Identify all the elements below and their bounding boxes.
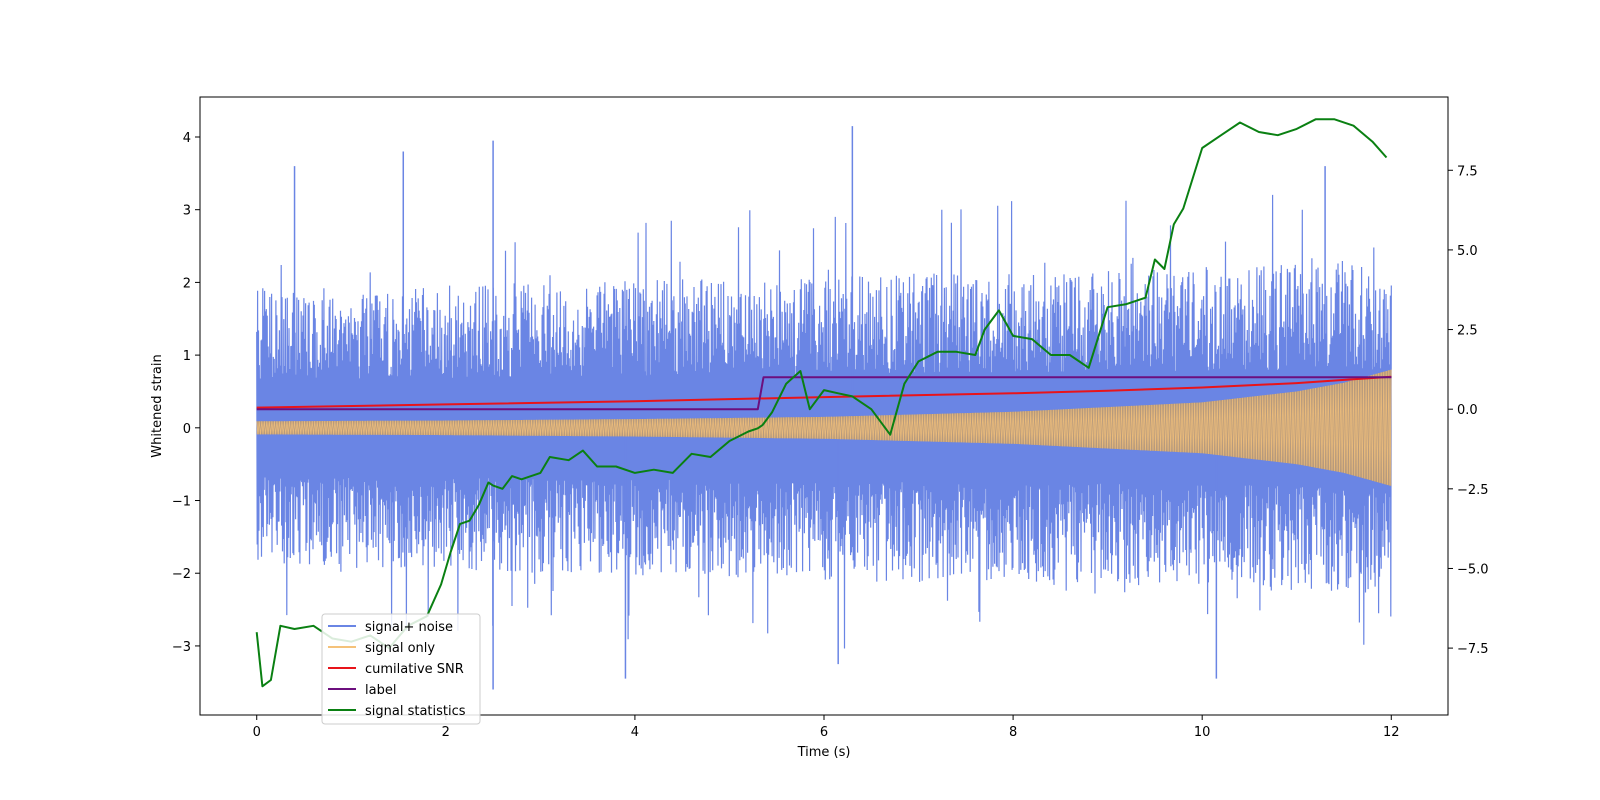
legend-label-signal-statistics: signal statistics	[365, 704, 466, 719]
y-axis-left-ticks: −3 −2 −1 0 1 2 3 4	[172, 131, 200, 655]
y-right-tick-label: −5.0	[1457, 562, 1489, 577]
signal-only-line	[256, 369, 1392, 486]
series-line-signal-statistics	[255, 118, 1388, 688]
legend-label-label: label	[365, 683, 396, 698]
x-tick-label: 10	[1194, 725, 1211, 740]
series-lines	[255, 118, 1392, 688]
x-axis-ticks: 0 2 4 6 8 10 12	[253, 715, 1400, 740]
series-signal-only	[256, 369, 1392, 486]
x-tick-label: 4	[631, 725, 639, 740]
y-right-tick-label: −2.5	[1457, 483, 1489, 498]
y-right-tick-label: 0.0	[1457, 403, 1478, 418]
y-right-tick-label: 5.0	[1457, 244, 1478, 259]
legend-label-signal-only: signal only	[365, 641, 435, 656]
x-tick-label: 12	[1383, 725, 1400, 740]
y-left-tick-label: 2	[183, 276, 191, 291]
y-left-tick-label: 1	[183, 349, 191, 364]
x-axis-label: Time (s)	[797, 745, 851, 760]
y-right-tick-label: 2.5	[1457, 324, 1478, 339]
y-right-tick-label: 7.5	[1457, 164, 1478, 179]
y-left-tick-label: 0	[183, 422, 191, 437]
legend-label-signal-noise: signal+ noise	[365, 620, 453, 635]
y-left-tick-label: −1	[172, 495, 191, 510]
y-left-tick-label: 4	[183, 131, 191, 146]
y-axis-right-ticks: −7.5 −5.0 −2.5 0.0 2.5 5.0 7.5	[1448, 164, 1489, 657]
y-axis-left-label: Whitened strain	[150, 354, 165, 457]
y-left-tick-label: −2	[172, 567, 191, 582]
legend-box	[321, 613, 481, 725]
legend-label-cumulative-snr: cumilative SNR	[365, 662, 464, 677]
series-line-label	[256, 376, 1392, 411]
y-left-tick-label: −3	[172, 640, 191, 655]
x-tick-label: 6	[820, 725, 828, 740]
x-tick-label: 8	[1009, 725, 1017, 740]
signal-only-envelope	[256, 369, 1392, 486]
y-left-tick-label: 3	[183, 204, 191, 219]
legend: signal+ noise signal only cumilative SNR…	[321, 613, 481, 725]
x-tick-label: 0	[253, 725, 261, 740]
x-tick-label: 2	[442, 725, 450, 740]
y-right-tick-label: −7.5	[1457, 642, 1489, 657]
plot-area	[255, 118, 1392, 690]
series-line-cumilative-snr	[256, 375, 1392, 409]
